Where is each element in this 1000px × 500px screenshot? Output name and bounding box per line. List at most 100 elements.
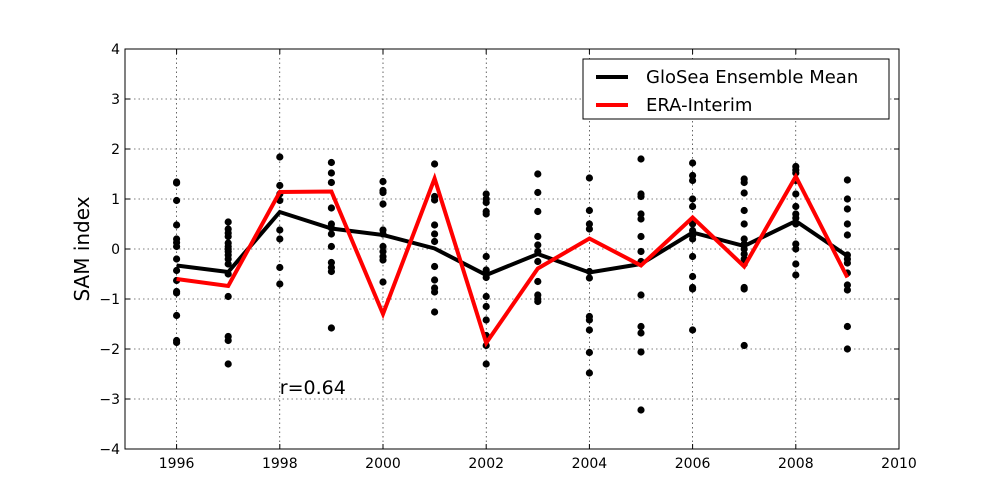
y-tick-label: 0	[111, 242, 120, 258]
y-tick-label: 2	[111, 142, 120, 158]
ensemble-member-point	[637, 232, 645, 241]
legend-label-era-interim: ERA-Interim	[646, 95, 752, 116]
ensemble-mean-line	[176, 209, 849, 278]
ensemble-member-point	[482, 360, 490, 368]
ensemble-member-points	[173, 153, 852, 414]
ensemble-member-point	[327, 178, 335, 187]
ensemble-member-point	[482, 302, 490, 311]
ensemble-member-point	[740, 285, 748, 293]
ensemble-member-point	[585, 369, 594, 377]
ensemble-member-point	[173, 242, 181, 251]
ensemble-member-point	[689, 272, 697, 281]
ensemble-member-point	[482, 292, 490, 301]
ensemble-member-point	[792, 240, 800, 248]
tick-labels: 1996 1998 2000 2002 2004 2006 2008 2010 −4 −3 −2 −1…	[99, 42, 916, 472]
ensemble-member-point	[327, 169, 335, 177]
ensemble-member-point	[224, 292, 232, 301]
ensemble-member-point	[534, 257, 542, 266]
ensemble-member-point	[173, 196, 181, 205]
x-tick-label: 2006	[675, 456, 711, 472]
ensemble-member-point	[482, 210, 490, 218]
ensemble-member-point	[431, 308, 439, 316]
ensemble-member-point	[327, 230, 335, 238]
ensemble-member-point	[534, 170, 542, 178]
ensemble-member-point	[585, 316, 594, 324]
ensemble-member-point	[224, 255, 232, 263]
x-tick-label: 2008	[778, 456, 814, 472]
ensemble-member-point	[792, 245, 800, 253]
ensemble-member-point	[431, 288, 439, 296]
ensemble-member-point	[431, 196, 439, 204]
y-axis-label: SAM index	[70, 196, 94, 301]
ensemble-member-point	[843, 281, 852, 289]
ensemble-member-point	[379, 177, 387, 186]
plot-frame	[124, 48, 900, 450]
y-tick-label: −1	[99, 292, 120, 308]
ensemble-member-point	[843, 205, 852, 213]
ensemble-member-point	[689, 252, 697, 261]
ensemble-member-point	[792, 202, 800, 211]
ensemble-member-point	[585, 225, 594, 233]
ensemble-member-point	[276, 181, 284, 190]
ensemble-member-point	[224, 232, 232, 241]
ensemble-member-point	[740, 206, 748, 215]
ensemble-member-point	[637, 406, 645, 414]
ensemble-member-point	[379, 188, 387, 197]
ensemble-member-point	[276, 226, 284, 234]
ensemble-member-point	[585, 348, 594, 357]
ensemble-member-point	[740, 189, 748, 197]
y-tick-label: 4	[111, 42, 120, 58]
ensemble-member-point	[740, 250, 748, 258]
legend-label-ensemble-mean: GloSea Ensemble Mean	[646, 67, 858, 88]
ensemble-member-point	[689, 326, 697, 334]
ensemble-member-point	[585, 220, 594, 228]
ensemble-member-point	[224, 360, 232, 368]
ensemble-member-point	[379, 200, 387, 208]
ensemble-member-point	[173, 266, 181, 275]
x-tick-label: 1996	[159, 456, 195, 472]
ensemble-member-point	[792, 190, 800, 198]
ensemble-member-point	[637, 291, 645, 299]
ensemble-member-point	[327, 242, 335, 251]
ensemble-member-point	[534, 207, 542, 216]
ensemble-member-point	[792, 260, 800, 268]
ensemble-member-point	[379, 242, 387, 251]
ensemble-member-point	[224, 218, 232, 226]
ensemble-member-point	[689, 176, 697, 185]
ensemble-member-point	[637, 215, 645, 223]
ensemble-member-point	[637, 192, 645, 201]
ensemble-member-point	[482, 266, 490, 274]
ensemble-member-point	[637, 322, 645, 331]
ensemble-member-point	[637, 210, 645, 218]
x-tick-label: 1998	[262, 456, 298, 472]
y-tick-label: −2	[99, 342, 120, 358]
ensemble-member-point	[534, 232, 542, 241]
ensemble-member-point	[740, 235, 748, 243]
ensemble-member-point	[689, 202, 697, 211]
ensemble-member-point	[482, 198, 490, 207]
ensemble-member-point	[740, 178, 748, 187]
ensemble-member-point	[585, 274, 594, 282]
ensemble-member-point	[482, 316, 490, 324]
x-tick-label: 2002	[468, 456, 504, 472]
ensemble-member-point	[224, 260, 232, 268]
ensemble-member-point	[327, 204, 335, 212]
ensemble-member-point	[431, 221, 439, 229]
ensemble-member-point	[173, 179, 181, 187]
ensemble-member-point	[173, 289, 181, 297]
ensemble-member-point	[327, 158, 335, 167]
ensemble-member-point	[276, 280, 284, 288]
ensemble-member-point	[327, 267, 335, 276]
y-tick-label: −3	[99, 392, 120, 408]
ensemble-member-point	[637, 329, 645, 337]
ensemble-member-point	[843, 259, 852, 267]
x-tick-label: 2004	[572, 456, 608, 472]
ensemble-member-point	[689, 171, 697, 180]
ensemble-member-point	[534, 188, 542, 197]
ensemble-member-point	[689, 285, 697, 293]
ensemble-member-point	[276, 153, 284, 161]
grid	[125, 49, 899, 449]
ensemble-member-point	[224, 336, 232, 345]
ensemble-member-point	[276, 263, 284, 272]
